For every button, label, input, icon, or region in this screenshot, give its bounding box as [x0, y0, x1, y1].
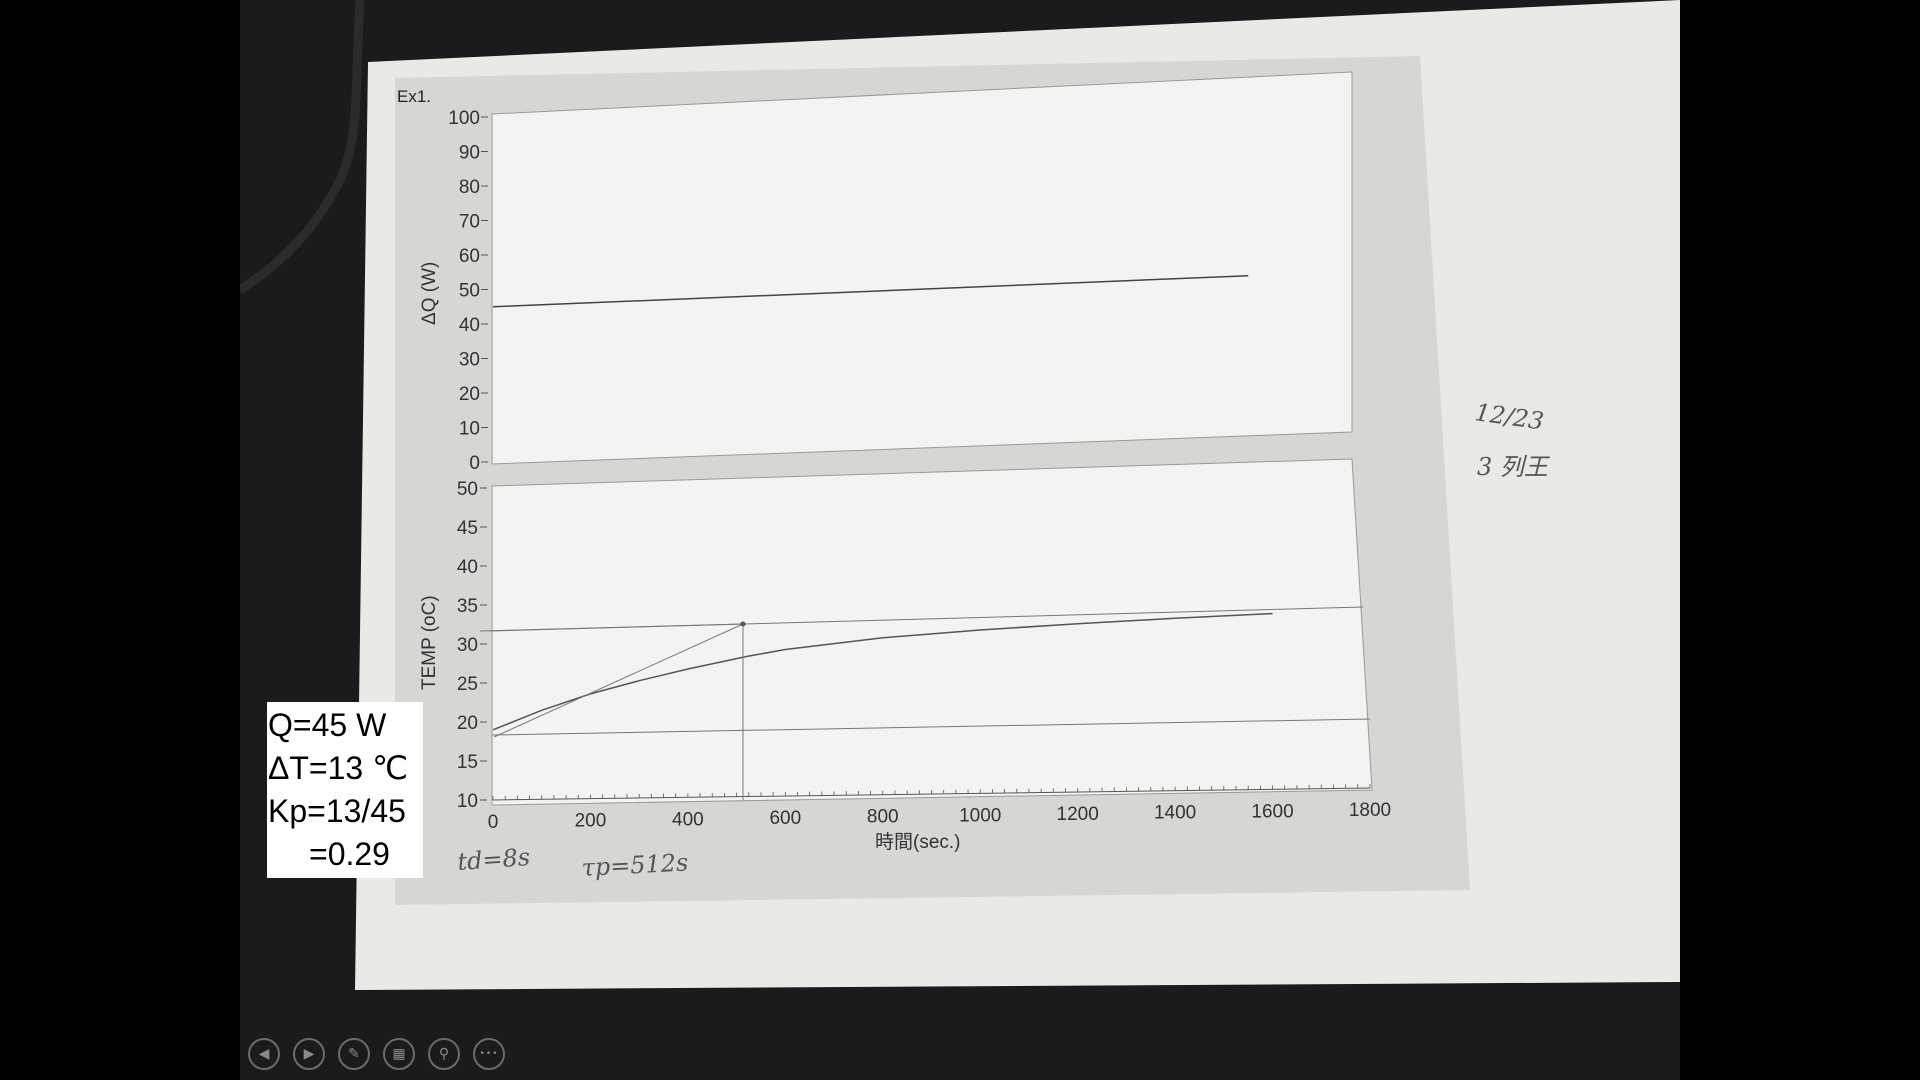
x-tick-label: 0	[488, 812, 499, 833]
upper-y-tick-label: 20	[459, 384, 480, 405]
upper-y-tick-label: 10	[459, 419, 480, 440]
upper-y-tick-label: 100	[448, 108, 480, 129]
upper-y-tick-label: 50	[459, 281, 480, 302]
lower-plot-area	[491, 458, 1373, 806]
upper-y-tick-label: 60	[459, 246, 480, 267]
heat-input-text: Q=45 W	[268, 707, 387, 743]
lower-y-tick-label: 50	[457, 479, 478, 500]
handwritten-dead-time: td=8s	[456, 843, 530, 876]
lower-y-tick-label: 45	[457, 518, 478, 539]
ref-line-baseline	[491, 718, 1371, 736]
x-axis: 0 200 400 600 800 1000 1200 1400 1600 1800	[488, 784, 1391, 833]
x-tick-label: 400	[672, 809, 704, 830]
x-tick-label: 600	[769, 808, 801, 829]
handwritten-name: 3 列王	[1477, 453, 1551, 481]
x-tick-label: 1000	[959, 805, 1001, 826]
tangent-line	[493, 623, 744, 738]
upper-y-tick-label: 90	[459, 143, 480, 164]
zoom-button[interactable]: ⚲	[428, 1038, 460, 1070]
upper-y-axis-label: ΔQ (W)	[419, 262, 440, 325]
gain-formula-text: Kp=13/45	[268, 793, 406, 829]
previous-icon: ◀	[258, 1046, 270, 1062]
upper-y-tick-label: 40	[459, 315, 480, 336]
lower-y-axis: 50 45 40 35 30 25 20 15 10	[457, 479, 487, 812]
x-tick-label: 800	[867, 807, 899, 828]
next-icon: ▶	[303, 1046, 315, 1062]
grid-icon: ▦	[392, 1046, 406, 1062]
x-tick-label: 1800	[1349, 800, 1391, 821]
lower-y-tick-label: 25	[457, 674, 478, 695]
slide: 100 90 80 70 60 50 40 30 20 10 0 50 45 40 35 30 25 20 15 1…	[240, 0, 1680, 1080]
magnifier-icon: ⚲	[438, 1046, 450, 1062]
lower-y-tick-label: 40	[457, 557, 478, 578]
more-options-button[interactable]: •••	[473, 1038, 505, 1070]
lower-y-tick-label: 30	[457, 635, 478, 656]
next-slide-button[interactable]: ▶	[293, 1038, 325, 1070]
figure-label: Ex1.	[397, 87, 431, 106]
presentation-controls: ◀ ▶ ✎ ▦ ⚲ •••	[248, 1038, 505, 1070]
previous-slide-button[interactable]: ◀	[248, 1038, 280, 1070]
lower-y-axis-label: TEMP (oC)	[419, 595, 440, 690]
temp-rise-text: ΔT=13 ℃	[268, 750, 409, 786]
intersection-point	[740, 621, 746, 627]
more-icon: •••	[479, 1049, 499, 1059]
slides-grid-button[interactable]: ▦	[383, 1038, 415, 1070]
lower-y-tick-label: 15	[457, 752, 478, 773]
upper-y-tick-label: 0	[469, 453, 480, 474]
upper-y-tick-label: 80	[459, 177, 480, 198]
upper-plot-area	[491, 71, 1353, 465]
gain-value-text: =0.29	[309, 836, 390, 872]
x-tick-label: 1400	[1154, 803, 1196, 824]
pen-button[interactable]: ✎	[338, 1038, 370, 1070]
upper-y-tick-label: 30	[459, 350, 480, 371]
x-tick-label: 1600	[1251, 801, 1293, 822]
pen-icon: ✎	[348, 1046, 360, 1062]
lower-y-tick-label: 20	[457, 713, 478, 734]
lower-y-tick-label: 35	[457, 596, 478, 617]
heat-input-series	[492, 274, 1249, 308]
x-tick-label: 1200	[1057, 804, 1099, 825]
x-axis-label: 時間(sec.)	[875, 831, 961, 853]
ref-line-final	[489, 606, 1364, 632]
result-box: Q=45 W ΔT=13 ℃ Kp=13/45 =0.29	[267, 702, 423, 878]
upper-y-tick-label: 70	[459, 212, 480, 233]
handwritten-time-constant: τp=512s	[581, 848, 689, 882]
cable	[240, 0, 365, 294]
x-tick-label: 200	[575, 811, 607, 832]
lower-y-tick-label: 10	[457, 791, 478, 812]
